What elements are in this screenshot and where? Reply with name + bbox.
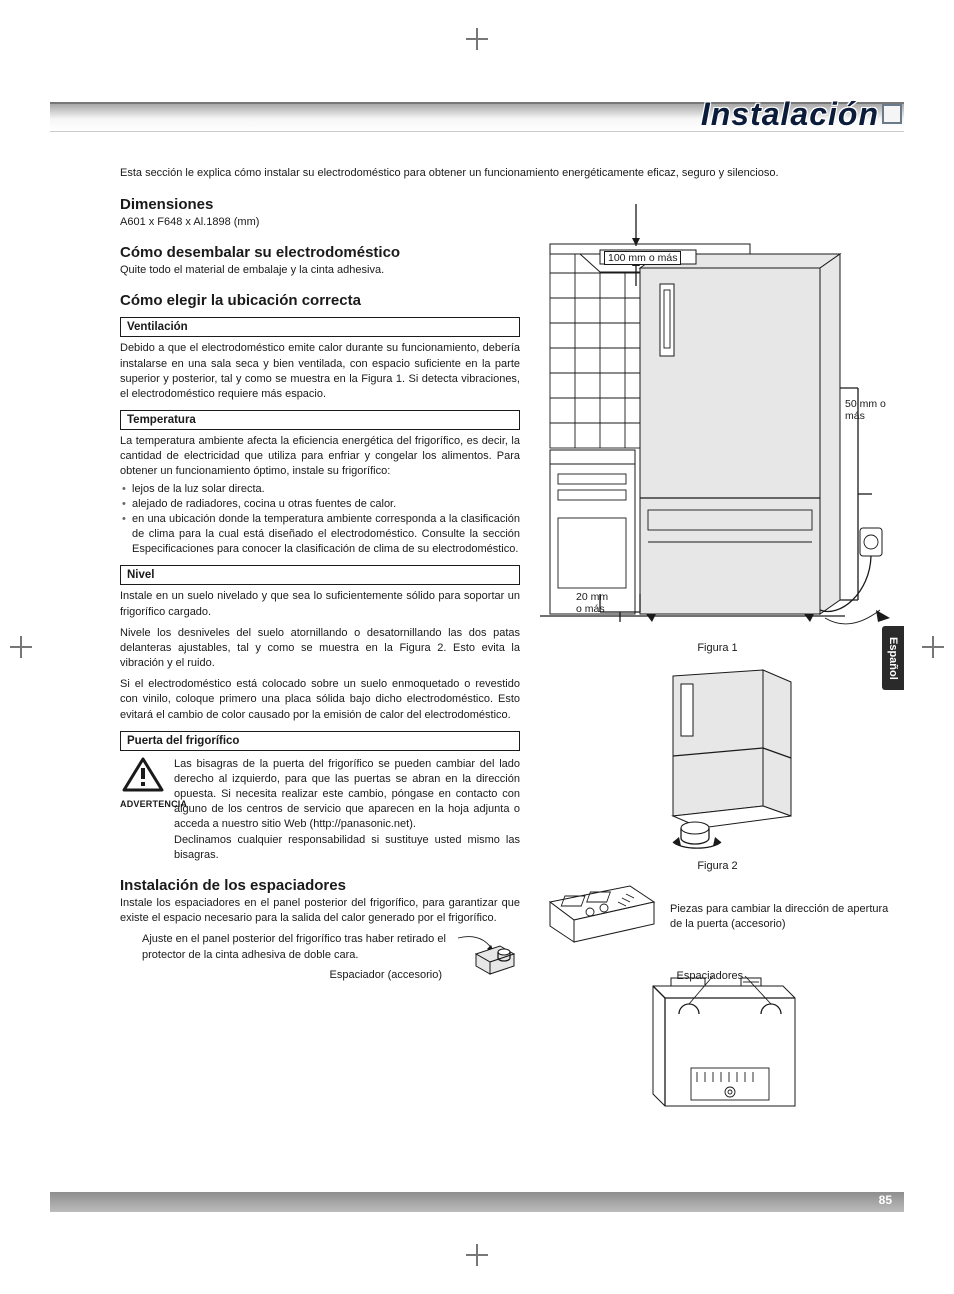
parts-bag-icon — [540, 882, 660, 952]
registration-mark — [466, 28, 488, 50]
fig1-side-clearance-label: 50 mm o más — [845, 398, 895, 422]
door-warning-text: Las bisagras de la puerta del frigorífic… — [174, 757, 520, 863]
label-ventilation: Ventilación — [120, 317, 520, 337]
heading-unpack: Cómo desembalar su electrodoméstico — [120, 244, 520, 261]
figure-1-caption: Figura 1 — [540, 642, 895, 654]
ventilation-text: Debido a que el electrodoméstico emite c… — [120, 341, 520, 402]
list-item: lejos de la luz solar directa. — [120, 482, 520, 497]
page-number: 85 — [879, 1193, 892, 1207]
level-p2: Nivele los desniveles del suelo atornill… — [120, 626, 520, 672]
label-temperature: Temperatura — [120, 410, 520, 430]
spacers-label: Espaciadores — [677, 970, 744, 982]
door-p1: Las bisagras de la puerta del frigorífic… — [174, 758, 520, 831]
label-level: Nivel — [120, 565, 520, 585]
temperature-intro: La temperatura ambiente afecta la eficie… — [120, 434, 520, 480]
dimensions-text: A601 x F648 x Al.1898 (mm) — [120, 215, 520, 230]
parts-text: Piezas para cambiar la dirección de aper… — [670, 902, 895, 932]
warning-icon: ADVERTENCIA — [120, 757, 166, 863]
warning-label: ADVERTENCIA — [120, 799, 166, 809]
figure-2-caption: Figura 2 — [540, 860, 895, 872]
heading-location: Cómo elegir la ubicación correcta — [120, 292, 520, 309]
heading-dimensions: Dimensiones — [120, 196, 520, 213]
parts-row: Piezas para cambiar la dirección de aper… — [540, 882, 895, 952]
spacer-step: Ajuste en el panel posterior del frigorí… — [120, 932, 446, 962]
registration-mark — [466, 1244, 488, 1266]
spacer-caption: Espaciador (accesorio) — [120, 969, 446, 981]
spacer-step-row: Ajuste en el panel posterior del frigorí… — [120, 932, 520, 980]
page-title: Instalación — [701, 96, 879, 133]
list-item: en una ubicación donde la temperatura am… — [120, 512, 520, 558]
fig1-top-clearance-label: 100 mm o más — [604, 251, 681, 265]
right-column: 100 mm o más 50 mm o más 20 mm o más Fig… — [540, 198, 895, 1110]
registration-mark — [10, 636, 32, 658]
spacer-accessory-icon — [456, 932, 520, 980]
list-item: alejado de radiadores, cocina u otras fu… — [120, 497, 520, 512]
left-column: Dimensiones A601 x F648 x Al.1898 (mm) C… — [120, 196, 520, 981]
figure-2 — [623, 666, 813, 856]
fig1-bottom-clearance-label: 20 mm o más — [576, 592, 608, 615]
spacers-intro: Instale los espaciadores en el panel pos… — [120, 896, 520, 926]
header-square-icon — [882, 104, 902, 124]
level-p1: Instale en un suelo nivelado y que sea l… — [120, 589, 520, 619]
door-p2: Declinamos cualquier responsabilidad si … — [174, 834, 520, 861]
label-door: Puerta del frigorífico — [120, 731, 520, 751]
unpack-text: Quite todo el material de embalaje y la … — [120, 263, 520, 278]
intro-text: Esta sección le explica cómo instalar su… — [120, 166, 894, 181]
heading-spacers: Instalación de los espaciadores — [120, 877, 520, 894]
temperature-bullets: lejos de la luz solar directa. alejado d… — [120, 482, 520, 558]
warning-block: ADVERTENCIA Las bisagras de la puerta de… — [120, 757, 520, 863]
registration-mark — [922, 636, 944, 658]
spacers-figure: Espaciadores — [623, 960, 813, 1110]
manual-page: Instalación Español 85 Esta sección le e… — [0, 0, 954, 1294]
footer-bar — [50, 1192, 904, 1212]
level-p3: Si el electrodoméstico está colocado sob… — [120, 677, 520, 723]
figure-1: 100 mm o más 50 mm o más 20 mm o más — [540, 198, 895, 638]
